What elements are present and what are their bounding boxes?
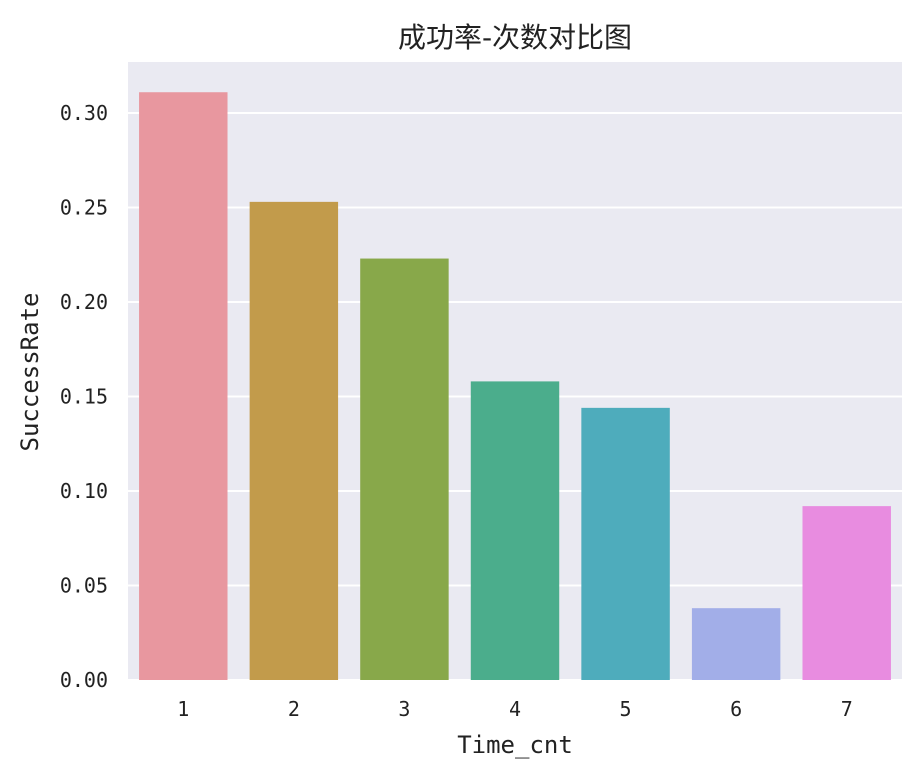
bar-4 [470,381,560,680]
y-tick-label: 0.00 [60,668,108,692]
y-axis-label: SuccessRate [16,293,44,452]
y-tick-label: 0.20 [60,290,108,314]
bar-2 [249,201,339,680]
x-tick-label: 6 [730,697,742,721]
x-tick-label: 5 [620,697,632,721]
x-tick-label: 3 [398,697,410,721]
x-tick-label: 4 [509,697,521,721]
bar-3 [360,258,449,680]
y-tick-label: 0.10 [60,479,108,503]
x-tick-label: 1 [177,697,189,721]
bar-5 [581,407,670,680]
bar-1 [139,92,228,681]
y-tick-label: 0.30 [60,101,108,125]
chart-title: 成功率-次数对比图 [398,21,632,54]
bar-6 [691,608,781,680]
bar-7 [802,506,891,680]
bars [139,92,891,681]
x-tick-label: 7 [841,697,853,721]
y-tick-label: 0.05 [60,574,108,598]
x-tick-label: 2 [288,697,300,721]
x-axis-ticks: 1 2 3 4 5 6 7 [177,697,852,721]
y-tick-label: 0.25 [60,196,108,220]
y-axis-ticks: 0.00 0.05 0.10 0.15 0.20 0.25 0.30 [60,101,108,692]
y-tick-label: 0.15 [60,385,108,409]
x-axis-label: Time_cnt [457,731,573,759]
